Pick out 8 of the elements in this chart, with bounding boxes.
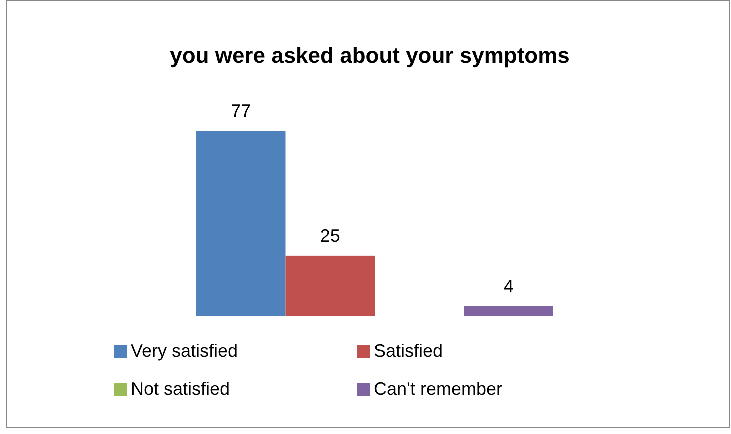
data-label: 4 — [504, 276, 514, 296]
legend-label: Can't remember — [374, 379, 502, 399]
legend-label: Very satisfied — [131, 341, 238, 361]
data-label: 77 — [231, 101, 252, 121]
data-label: 25 — [320, 226, 340, 246]
chart-title: you were asked about your symptoms — [170, 43, 570, 68]
legend-label: Satisfied — [374, 341, 444, 361]
legend-label: Not satisfied — [131, 379, 230, 399]
